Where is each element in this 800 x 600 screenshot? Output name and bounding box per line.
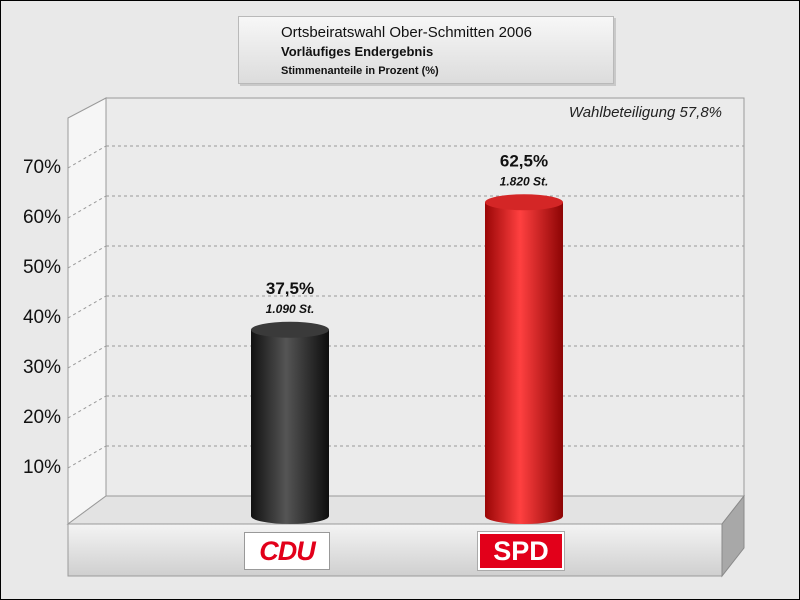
y-tick-label: 60% <box>23 207 61 228</box>
bar-spd <box>485 194 563 524</box>
bar-cap <box>485 194 563 211</box>
gridline-side <box>67 295 107 319</box>
left-wall <box>67 97 107 525</box>
y-tick-label: 70% <box>23 157 61 178</box>
chart-title: Ortsbeiratswahl Ober-Schmitten 2006 <box>281 24 532 41</box>
y-tick-label: 20% <box>23 407 61 428</box>
chart-unit-label: Stimmenanteile in Prozent (%) <box>281 65 439 77</box>
turnout-note: Wahlbeteiligung 57,8% <box>569 104 722 121</box>
gridline-side <box>67 445 107 469</box>
votes-label: 1.820 St. <box>500 174 549 188</box>
floor <box>66 495 746 525</box>
gridline-side <box>67 145 107 169</box>
spd-logo: SPD <box>477 531 565 571</box>
back-wall <box>105 97 745 497</box>
y-tick-label: 50% <box>23 257 61 278</box>
base-front <box>67 523 723 577</box>
gridline-side <box>67 345 107 369</box>
title-box: Ortsbeiratswahl Ober-Schmitten 2006 Vorl… <box>238 16 614 84</box>
bar-cap <box>251 321 329 338</box>
y-tick-label: 30% <box>23 357 61 378</box>
value-label: 62,5% <box>500 151 548 170</box>
base-side <box>721 494 745 578</box>
gridline-side <box>67 195 107 219</box>
votes-label: 1.090 St. <box>266 302 315 316</box>
bar-body <box>485 202 563 524</box>
y-tick-label: 10% <box>23 457 61 478</box>
y-tick-label: 40% <box>23 307 61 328</box>
bar-body <box>251 329 329 524</box>
value-label: 37,5% <box>266 279 314 298</box>
chart-subtitle: Vorläufiges Endergebnis <box>281 44 434 59</box>
bar-cdu <box>251 321 329 524</box>
cdu-logo: CDU <box>244 532 330 570</box>
gridline-side <box>67 245 107 269</box>
gridline-side <box>67 395 107 419</box>
